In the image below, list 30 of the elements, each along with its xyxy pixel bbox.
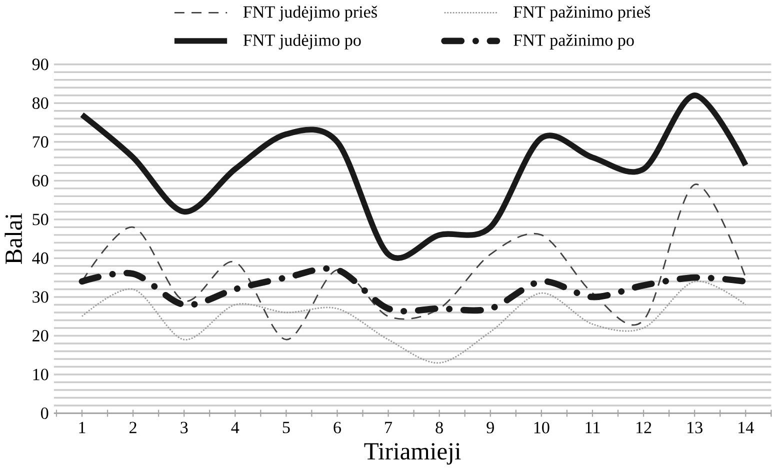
y-tick-label: 90 — [32, 58, 48, 70]
x-tick-label: 12 — [636, 422, 652, 433]
y-tick-label: 50 — [32, 213, 48, 225]
y-tick-label: 0 — [41, 407, 48, 419]
x-tick-label: 6 — [334, 422, 341, 434]
y-tick-label: 30 — [32, 291, 48, 303]
x-tick-label: 1 — [79, 422, 86, 433]
x-tick-label: 3 — [180, 422, 188, 434]
y-axis-title: Balai — [4, 213, 22, 264]
y-tick-label: 10 — [33, 368, 48, 380]
x-tick-label: 7 — [385, 422, 392, 433]
y-tick-label: 20 — [32, 330, 48, 342]
x-tick-label: 9 — [486, 422, 494, 434]
x-tick-label: 2 — [130, 422, 136, 433]
legend-label: FNT pažinimo po — [514, 34, 634, 50]
x-tick-label: 14 — [738, 422, 754, 433]
x-tick-label: 4 — [231, 422, 240, 433]
x-tick-label: 11 — [586, 422, 600, 433]
x-tick-label: 13 — [688, 422, 702, 434]
y-tick-label: 80 — [32, 97, 48, 109]
y-tick-label: 70 — [32, 136, 48, 148]
x-tick-label: 8 — [436, 422, 443, 434]
x-tick-label: 10 — [534, 422, 550, 434]
x-tick-label: 5 — [282, 422, 290, 433]
y-tick-label: 60 — [32, 174, 48, 186]
legend-label: FNT judėjimo po — [243, 34, 361, 50]
legend-label: FNT judėjimo prieš — [243, 6, 378, 22]
y-tick-label: 40 — [32, 252, 48, 264]
legend-label: FNT pažinimo prieš — [514, 6, 650, 22]
x-axis-title: Tiriamieji — [364, 442, 461, 464]
